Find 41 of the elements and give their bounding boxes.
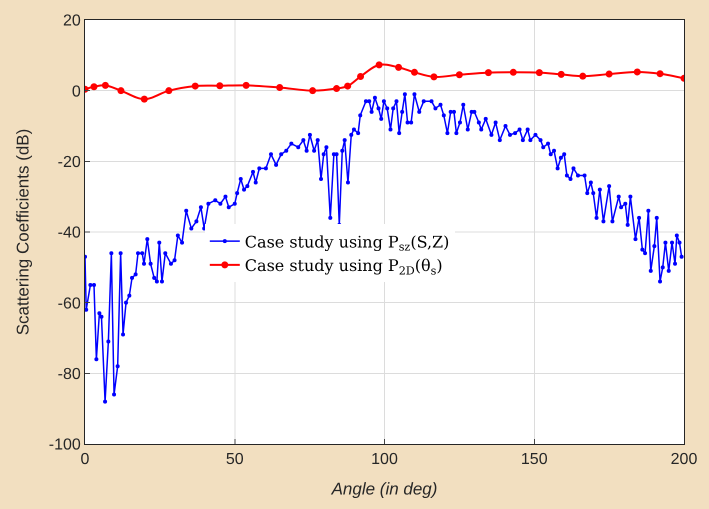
- y-tick-label: -40: [58, 224, 81, 242]
- point: [90, 83, 98, 90]
- legend-label: Case study using P$_{2D}$(θ$_{s}$): [244, 256, 443, 278]
- point: [536, 69, 543, 76]
- point: [456, 71, 463, 78]
- point: [410, 68, 418, 76]
- point: [344, 82, 352, 90]
- point: [376, 61, 383, 68]
- y-tick-label: -80: [58, 366, 81, 383]
- point: [634, 68, 641, 76]
- point: [117, 87, 124, 94]
- point: [309, 87, 316, 94]
- point: [333, 85, 340, 92]
- point: [192, 82, 199, 90]
- x-tick-label: 200: [670, 451, 698, 468]
- x-tick-label: 150: [520, 451, 548, 468]
- point: [357, 73, 364, 80]
- point: [276, 84, 284, 91]
- legend-label: Case study using P$_{sz}$(S,Z): [244, 232, 450, 254]
- y-tick-label: -100: [48, 436, 81, 454]
- point: [558, 70, 565, 78]
- y-tick-label: -60: [58, 295, 81, 312]
- point: [510, 68, 517, 76]
- y-tick-label: 0: [72, 83, 81, 100]
- y-axis-title: Scattering Coefficients (dB): [13, 128, 32, 336]
- point: [395, 64, 402, 71]
- y-tick-label: -20: [58, 154, 81, 171]
- point: [656, 70, 664, 78]
- point: [430, 73, 438, 80]
- point: [216, 82, 224, 90]
- x-tick-label: 50: [226, 451, 244, 468]
- point: [484, 69, 492, 76]
- point: [242, 82, 250, 89]
- point: [579, 72, 586, 80]
- x-tick-label: 100: [371, 451, 398, 468]
- point: [165, 87, 172, 94]
- y-tick-label: 20: [63, 12, 81, 30]
- point: [140, 96, 148, 103]
- point: [102, 82, 109, 89]
- point: [606, 70, 613, 78]
- x-axis-title: Angle (in deg): [330, 480, 438, 499]
